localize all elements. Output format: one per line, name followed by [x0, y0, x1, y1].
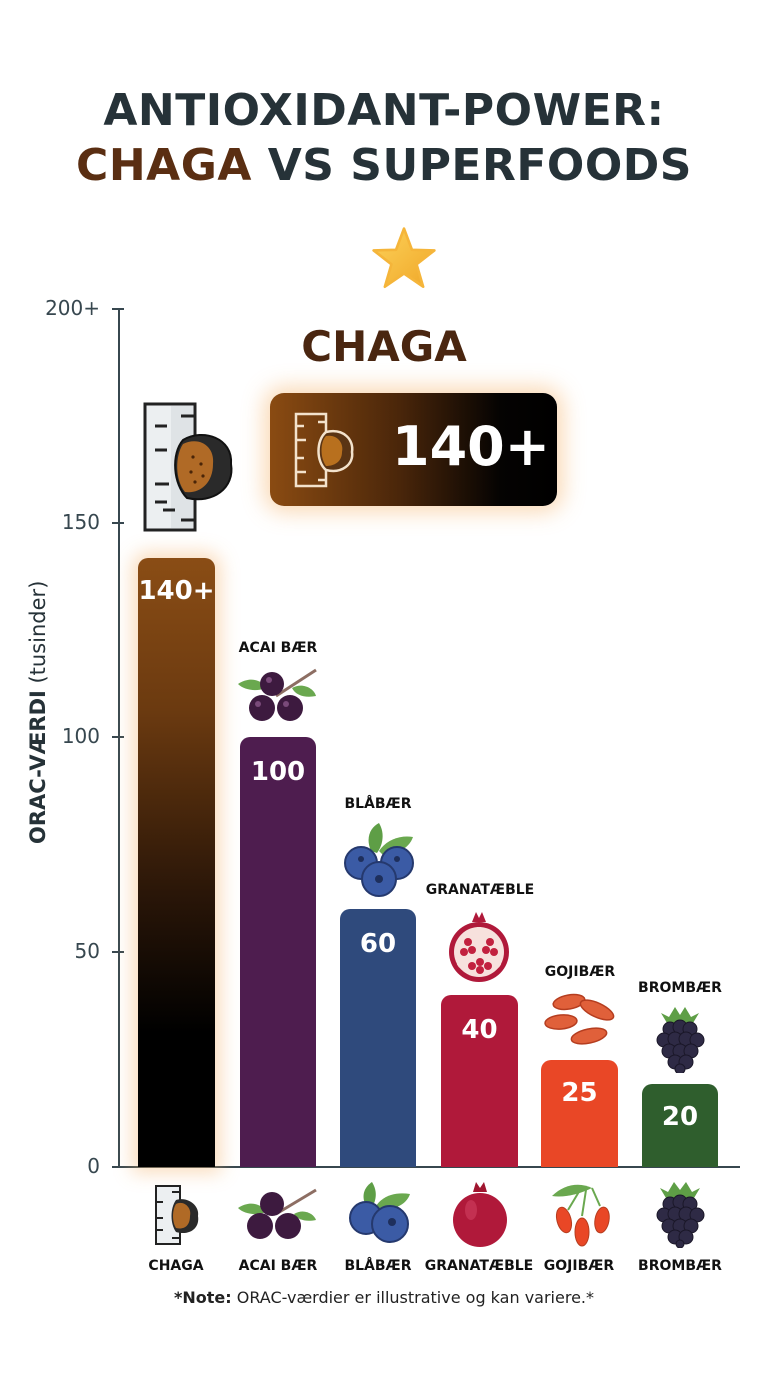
- y-tick-label-150: 150: [61, 510, 100, 534]
- pomegranate-icon: [446, 910, 512, 982]
- category-label-chaga: CHAGA: [148, 1258, 204, 1274]
- above-label-pomegranate: GRANATÆBLE: [425, 882, 535, 898]
- y-axis-label: ORAC-VÆRDI (tusinder): [26, 580, 50, 844]
- chaga-birch-icon: [154, 1184, 200, 1246]
- bar-value-chaga: 140+: [138, 576, 215, 606]
- above-label-goji: GOJIBÆR: [544, 964, 616, 980]
- bar-chaga: 140+: [138, 558, 215, 1167]
- bar-goji: 25: [541, 1060, 618, 1167]
- footnote-bold: *Note:: [173, 1288, 232, 1307]
- star-icon: [371, 226, 437, 292]
- chaga-birch-icon: [292, 410, 360, 490]
- acai-berries-icon: [236, 1186, 320, 1242]
- category-label-blackberry: BROMBÆR: [638, 1258, 722, 1274]
- above-label-acai: ACAI BÆR: [238, 640, 318, 656]
- hero-name: CHAGA: [301, 322, 467, 371]
- blueberries-icon: [346, 1182, 412, 1244]
- y-tick-150: [112, 522, 124, 524]
- bar-value-goji: 25: [561, 1078, 598, 1108]
- goji-berries-icon: [546, 1180, 616, 1248]
- bar-value-blackberry: 20: [661, 1102, 699, 1132]
- bar-value-blueberry: 60: [359, 929, 397, 959]
- pomegranate-icon: [451, 1182, 509, 1248]
- above-label-blueberry: BLÅBÆR: [344, 796, 412, 812]
- title-rest: VS SUPERFOODS: [251, 140, 692, 191]
- hero-value: 140+: [392, 415, 550, 478]
- y-tick-50: [112, 951, 124, 953]
- y-tick-label-0: 0: [87, 1154, 100, 1178]
- y-tick-200: [112, 308, 124, 310]
- category-label-blueberry: BLÅBÆR: [344, 1258, 412, 1274]
- above-label-blackberry: BROMBÆR: [638, 980, 722, 996]
- bar-value-acai: 100: [250, 757, 306, 787]
- y-axis-line: [118, 308, 120, 1168]
- chaga-birch-icon: [143, 402, 235, 532]
- goji-berries-icon: [543, 992, 617, 1048]
- acai-berries-icon: [236, 666, 320, 726]
- y-tick-label-100: 100: [61, 724, 100, 748]
- bar-acai: 100: [240, 737, 316, 1167]
- blackberry-icon: [654, 1182, 706, 1248]
- category-label-acai: ACAI BÆR: [238, 1258, 318, 1274]
- blackberry-icon: [655, 1007, 705, 1073]
- category-label-goji: GOJIBÆR: [543, 1258, 615, 1274]
- footnote: *Note: ORAC-værdier er illustrative og k…: [0, 1288, 768, 1307]
- hero-value-badge: 140+: [270, 393, 557, 506]
- bar-pomegranate: 40: [441, 995, 518, 1167]
- chart-title-line1: ANTIOXIDANT-POWER:: [103, 85, 665, 136]
- blueberries-icon: [343, 823, 415, 899]
- y-tick-label-200: 200+: [45, 296, 100, 320]
- title-highlight-chaga: CHAGA: [76, 140, 252, 191]
- category-label-pomegranate: GRANATÆBLE: [424, 1258, 534, 1274]
- y-axis-label-bold: ORAC-VÆRDI: [26, 690, 50, 844]
- bar-blueberry: 60: [340, 909, 416, 1167]
- y-tick-0: [112, 1166, 124, 1168]
- x-axis-line: [118, 1166, 740, 1168]
- y-tick-label-50: 50: [74, 939, 100, 963]
- bar-value-pomegranate: 40: [461, 1015, 498, 1045]
- chart-title-line2: CHAGA VS SUPERFOODS: [0, 140, 768, 192]
- y-axis-label-unit: (tusinder): [26, 580, 50, 691]
- y-tick-100: [112, 736, 124, 738]
- bar-blackberry: 20: [642, 1084, 718, 1167]
- footnote-text: ORAC-værdier er illustrative og kan vari…: [231, 1288, 594, 1307]
